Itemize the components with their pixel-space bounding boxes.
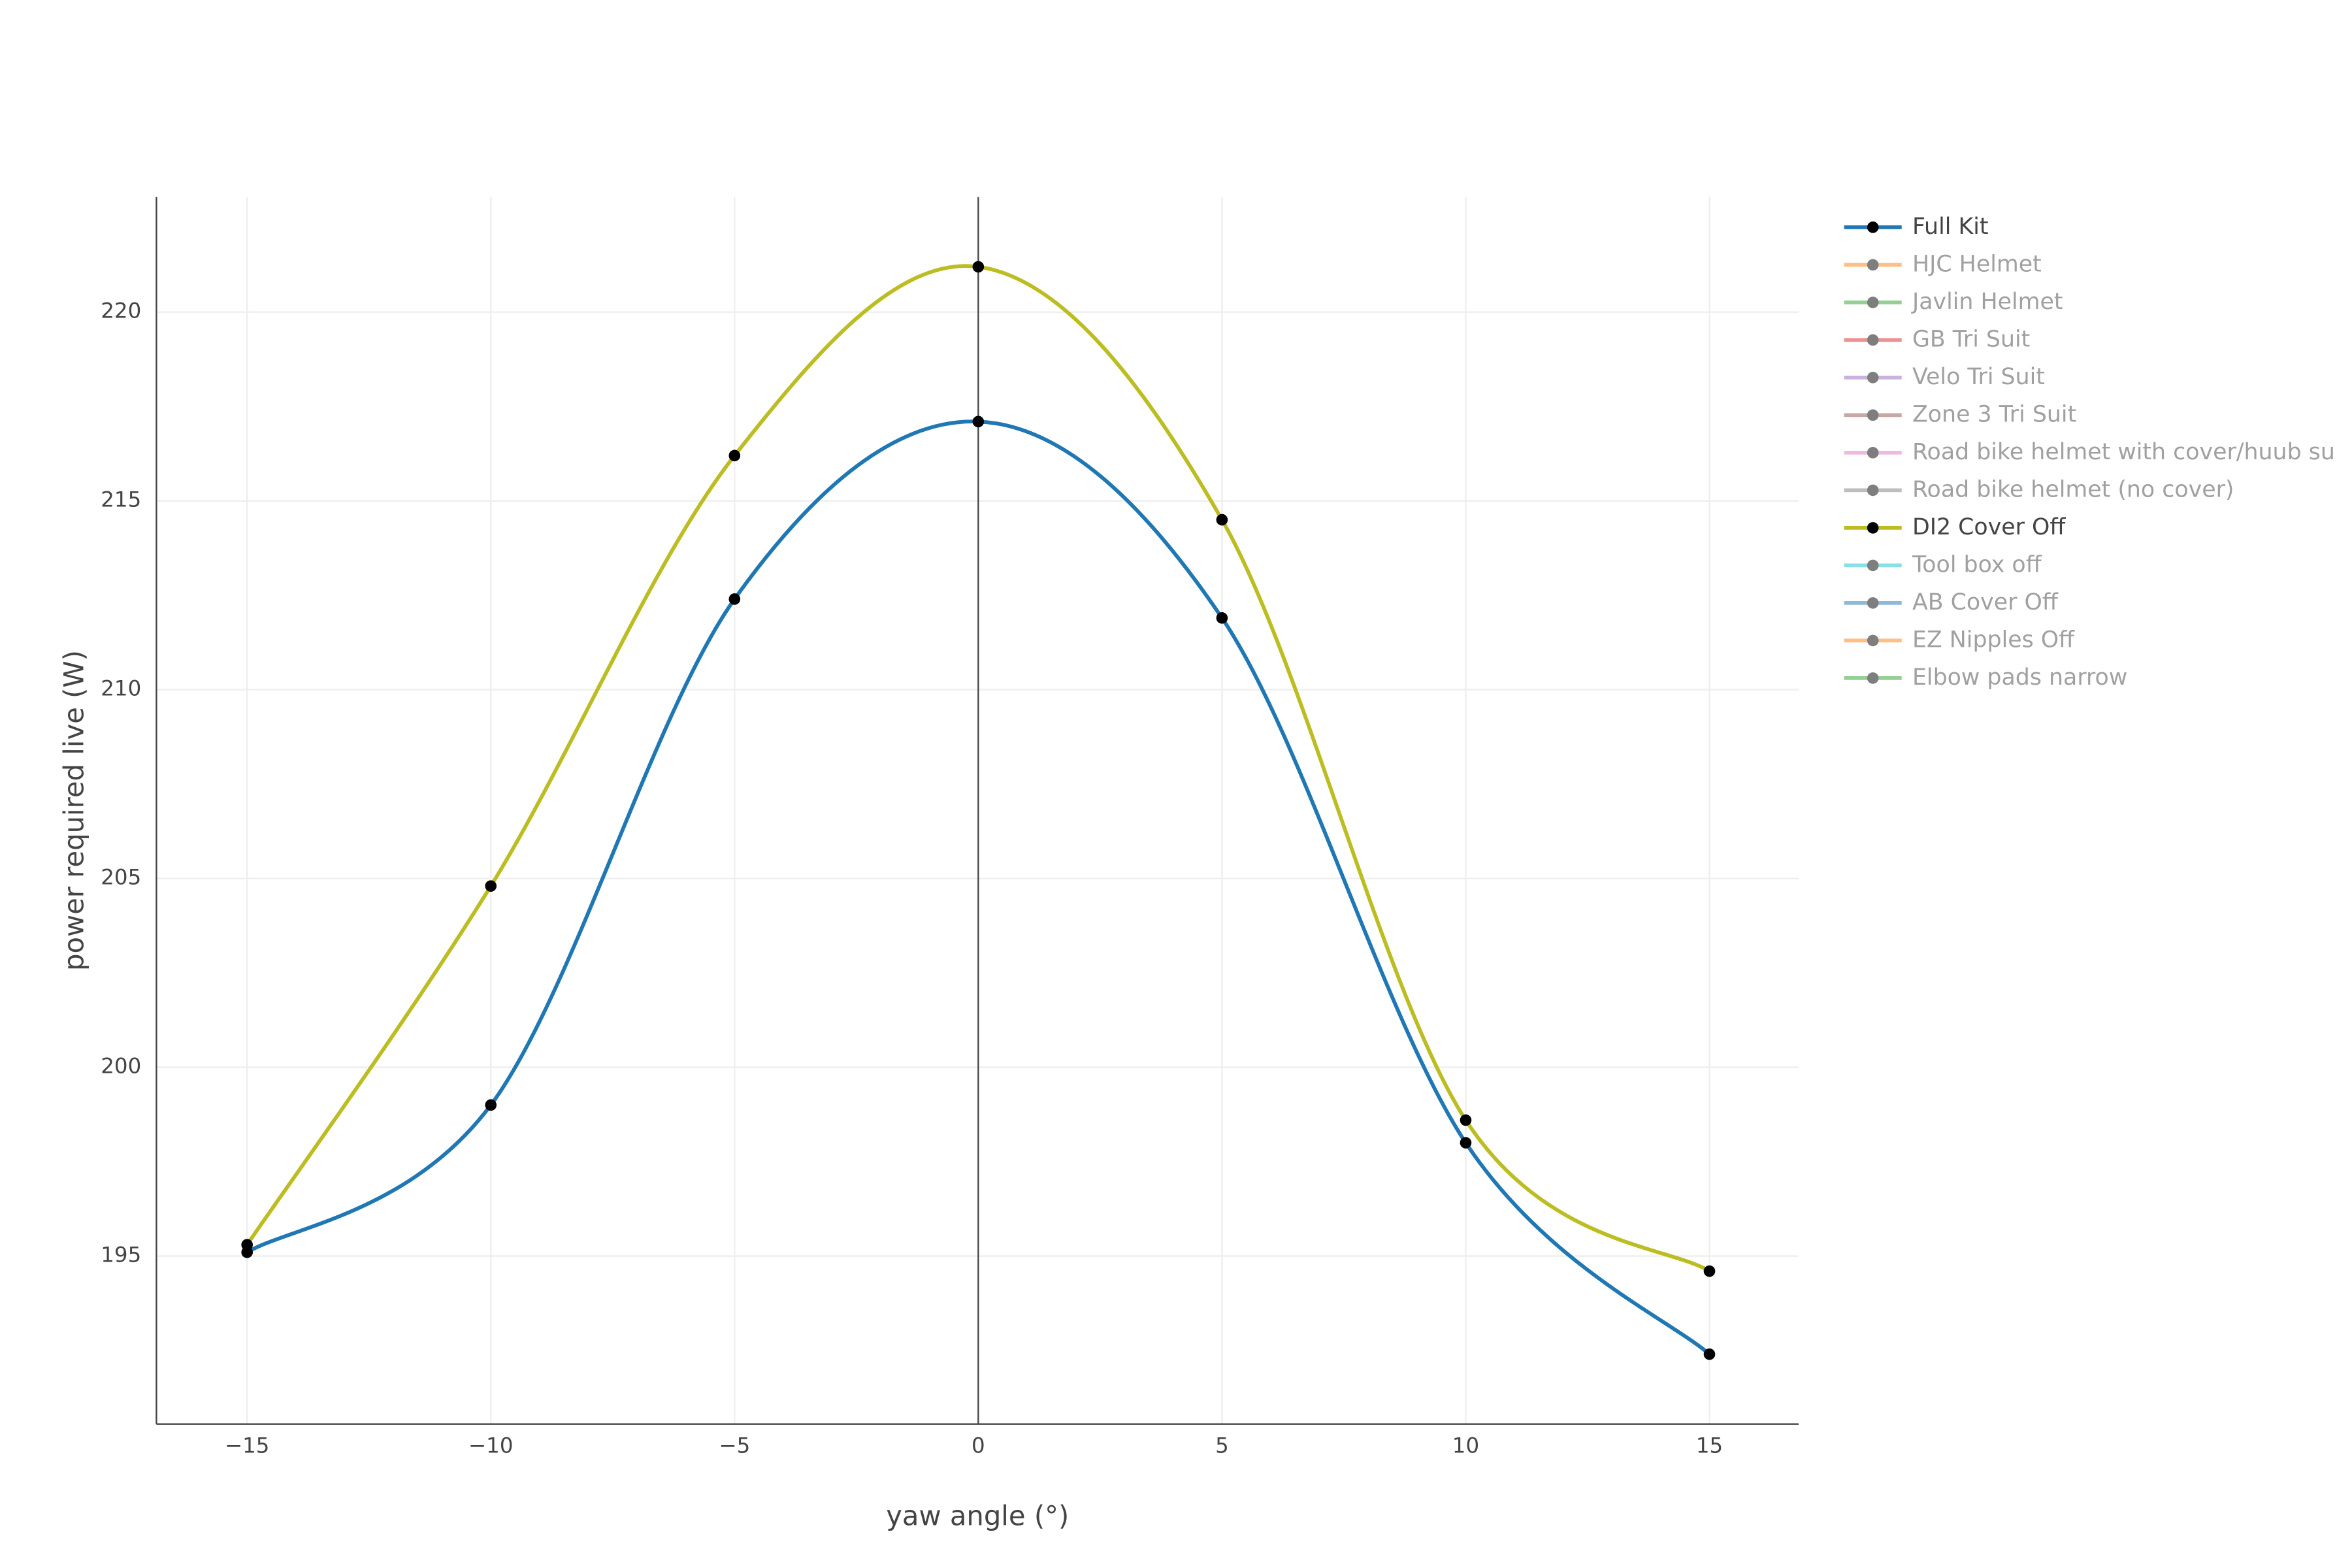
data-point (241, 1239, 253, 1251)
y-tick-label: 205 (101, 865, 141, 890)
legend-label: Zone 3 Tri Suit (1912, 401, 2076, 427)
legend-item: Elbow pads narrow (1844, 664, 2127, 691)
legend-item: EZ Nipples Off (1844, 627, 2075, 653)
y-axis-title: power required live (W) (58, 650, 90, 971)
data-point (972, 416, 985, 428)
data-point (728, 449, 741, 462)
legend-item: DI2 Cover Off (1844, 514, 2066, 540)
legend-marker (1867, 522, 1879, 534)
data-point (972, 261, 985, 273)
legend-label: EZ Nipples Off (1912, 627, 2075, 653)
legend-marker (1867, 372, 1879, 384)
legend-item: AB Cover Off (1844, 589, 2059, 615)
y-tick-label: 210 (101, 676, 141, 701)
legend-marker (1867, 672, 1879, 684)
legend-marker (1867, 409, 1879, 421)
legend-label: Velo Tri Suit (1912, 364, 2045, 390)
legend-item: Javlin Helmet (1844, 289, 2063, 315)
x-tick-label: −5 (719, 1433, 750, 1458)
legend-item: HJC Helmet (1844, 251, 2042, 277)
legend-item: Road bike helmet (no cover) (1844, 476, 2234, 502)
legend-marker (1867, 221, 1879, 233)
legend-item: Zone 3 Tri Suit (1844, 401, 2076, 427)
legend-item: Full Kit (1844, 214, 1989, 240)
data-point (485, 1099, 497, 1111)
legend-marker (1867, 447, 1879, 459)
x-tick-label: −10 (468, 1433, 513, 1458)
x-tick-label: 0 (972, 1433, 985, 1458)
legend-label: HJC Helmet (1912, 251, 2042, 277)
legend-marker (1867, 559, 1879, 572)
legend-marker (1867, 634, 1879, 647)
data-point (1703, 1265, 1716, 1277)
data-point (728, 593, 741, 605)
y-tick-label: 220 (101, 299, 141, 323)
legend-label: Road bike helmet (no cover) (1912, 476, 2234, 502)
data-point (1460, 1137, 1472, 1149)
legend-marker (1867, 259, 1879, 271)
legend-label: DI2 Cover Off (1912, 514, 2066, 540)
x-tick-label: 5 (1215, 1433, 1229, 1458)
x-tick-label: −15 (225, 1433, 270, 1458)
data-point (1460, 1114, 1472, 1126)
y-tick-label: 195 (101, 1243, 141, 1267)
y-tick-label: 215 (101, 487, 141, 512)
legend-label: Elbow pads narrow (1912, 664, 2127, 691)
data-point (485, 880, 497, 892)
legend-label: AB Cover Off (1912, 589, 2059, 615)
data-point (1216, 612, 1228, 624)
data-point (1703, 1348, 1716, 1360)
x-tick-label: 10 (1452, 1433, 1479, 1458)
legend-label: Tool box off (1912, 551, 2042, 578)
legend-marker (1867, 484, 1879, 497)
legend-marker (1867, 297, 1879, 308)
legend-label: GB Tri Suit (1912, 326, 2030, 352)
x-tick-label: 15 (1696, 1433, 1723, 1458)
legend-marker (1867, 597, 1879, 609)
x-axis-title: yaw angle (°) (886, 1499, 1069, 1531)
legend-item: GB Tri Suit (1844, 326, 2030, 352)
legend-label: Full Kit (1912, 214, 1989, 240)
legend-item: Tool box off (1844, 551, 2042, 578)
legend-item: Velo Tri Suit (1844, 364, 2045, 390)
legend-marker (1867, 334, 1879, 346)
legend-label: Road bike helmet with cover/huub su (1912, 439, 2335, 465)
y-tick-label: 200 (101, 1054, 141, 1079)
legend-label: Javlin Helmet (1911, 289, 2063, 315)
legend-item: Road bike helmet with cover/huub su (1844, 439, 2335, 465)
data-point (1216, 514, 1228, 526)
